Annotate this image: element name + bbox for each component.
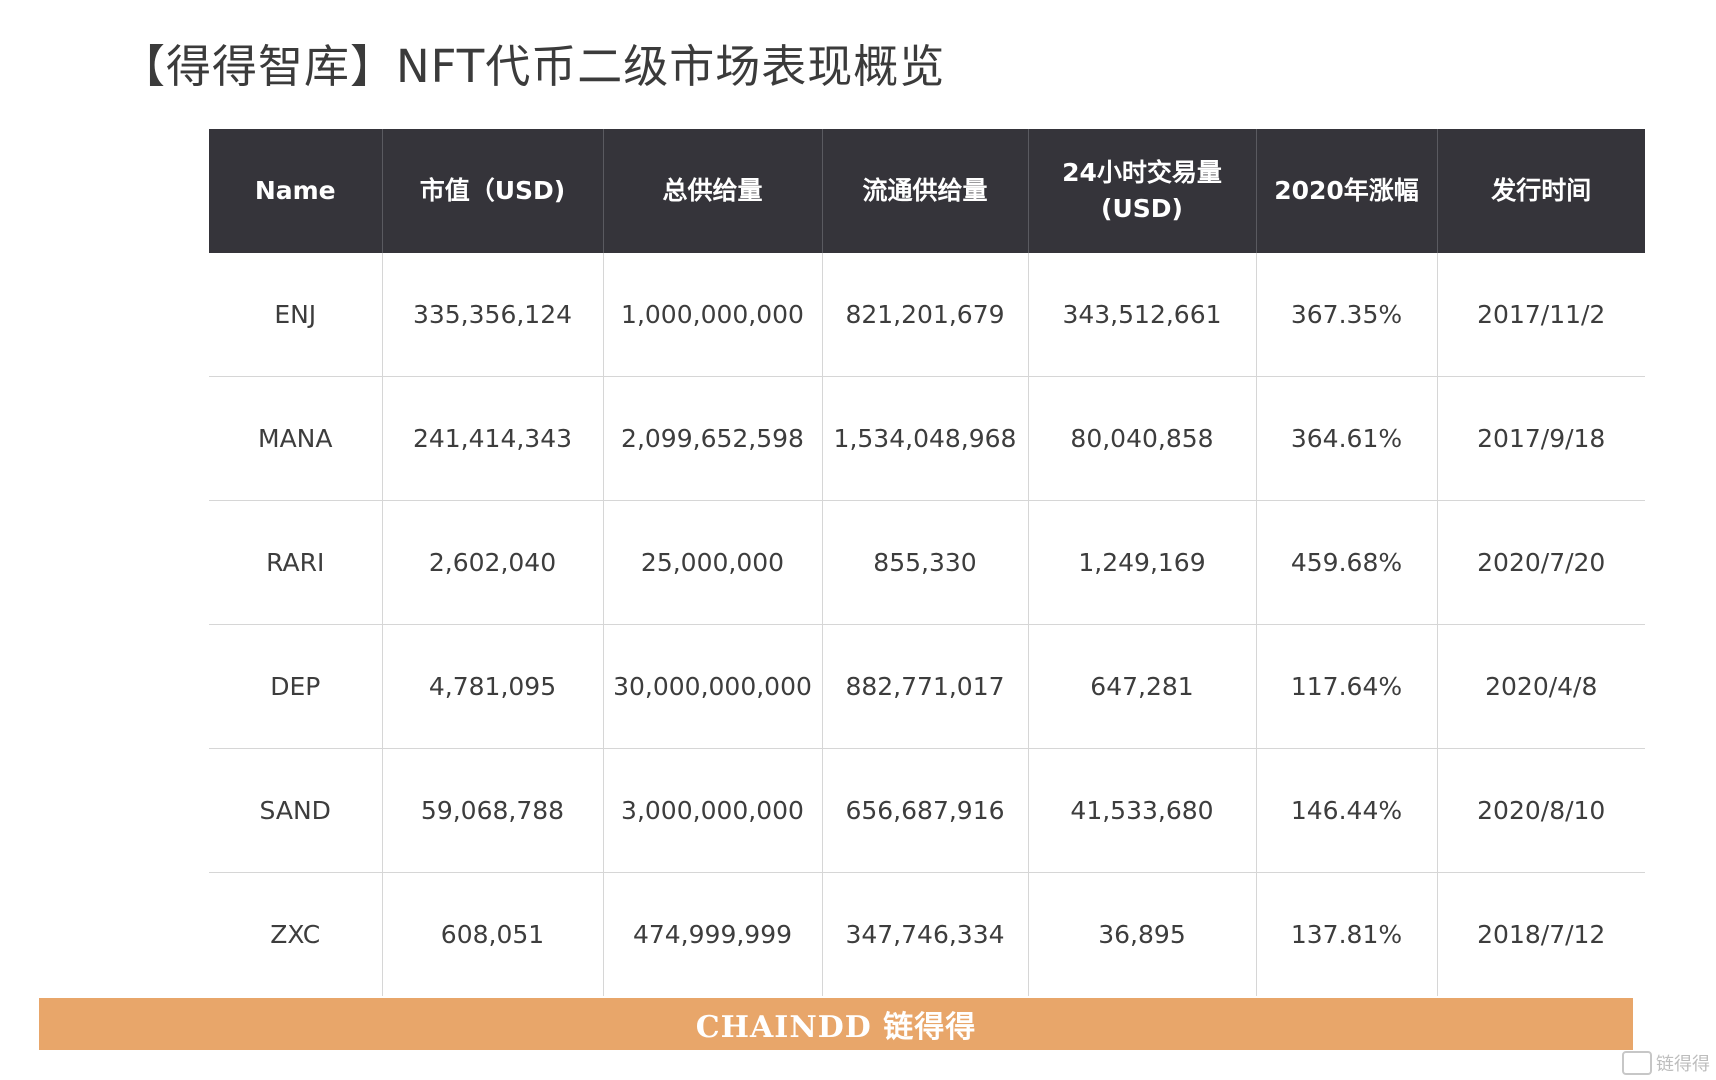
- cell-24h-volume: 36,895: [1027, 872, 1256, 996]
- cell-24h-volume: 80,040,858: [1027, 376, 1256, 501]
- cell-24h-volume: 647,281: [1027, 624, 1256, 749]
- table-header-row: Name 市值（USD) 总供给量 流通供给量 24小时交易量(USD) 202…: [209, 129, 1645, 253]
- market-table: Name 市值（USD) 总供给量 流通供给量 24小时交易量(USD) 202…: [209, 129, 1645, 996]
- cell-market-cap: 4,781,095: [381, 624, 603, 749]
- cell-total-supply: 30,000,000,000: [602, 624, 822, 749]
- cell-name: RARI: [209, 500, 382, 625]
- cell-2020-gain: 137.81%: [1255, 872, 1437, 996]
- cell-total-supply: 3,000,000,000: [602, 748, 822, 873]
- page-title: 【得得智库】NFT代币二级市场表现概览: [120, 40, 946, 93]
- cell-24h-volume: 1,249,169: [1027, 500, 1256, 625]
- cell-issue-date: 2018/7/12: [1436, 872, 1645, 996]
- cell-circulating-supply: 1,534,048,968: [821, 376, 1028, 501]
- cell-issue-date: 2020/7/20: [1436, 500, 1645, 625]
- cell-circulating-supply: 855,330: [821, 500, 1028, 625]
- cell-market-cap: 59,068,788: [381, 748, 603, 873]
- cell-2020-gain: 367.35%: [1255, 253, 1437, 377]
- cell-circulating-supply: 821,201,679: [821, 253, 1028, 377]
- cell-2020-gain: 364.61%: [1255, 376, 1437, 501]
- cell-name: MANA: [209, 376, 382, 501]
- header-circulating-supply: 流通供给量: [821, 129, 1028, 253]
- header-2020-gain: 2020年涨幅: [1255, 129, 1437, 253]
- cell-24h-volume: 343,512,661: [1027, 253, 1256, 377]
- cell-circulating-supply: 347,746,334: [821, 872, 1028, 996]
- cell-market-cap: 241,414,343: [381, 376, 603, 501]
- watermark-text: 链得得: [1656, 1054, 1710, 1075]
- cell-issue-date: 2020/4/8: [1436, 624, 1645, 749]
- cell-total-supply: 25,000,000: [602, 500, 822, 625]
- table-row: MANA 241,414,343 2,099,652,598 1,534,048…: [209, 376, 1645, 501]
- cell-name: DEP: [209, 624, 382, 749]
- cell-market-cap: 2,602,040: [381, 500, 603, 625]
- table-row: ENJ 335,356,124 1,000,000,000 821,201,67…: [209, 253, 1645, 377]
- cell-issue-date: 2020/8/10: [1436, 748, 1645, 873]
- cell-name: ENJ: [274, 300, 317, 329]
- cell-2020-gain: 117.64%: [1255, 624, 1437, 749]
- cell-2020-gain: 459.68%: [1255, 500, 1437, 625]
- header-issue-date: 发行时间: [1436, 129, 1645, 253]
- cell-issue-date: 2017/11/2: [1436, 253, 1645, 377]
- cell-total-supply: 1,000,000,000: [602, 253, 822, 377]
- cell-2020-gain: 146.44%: [1255, 748, 1437, 873]
- cell-circulating-supply: 656,687,916: [821, 748, 1028, 873]
- header-market-cap: 市值（USD): [381, 129, 603, 253]
- cell-name: ZXC: [209, 872, 382, 996]
- table-row: RARI 2,602,040 25,000,000 855,330 1,249,…: [209, 500, 1645, 625]
- cell-name: SAND: [209, 748, 382, 873]
- header-24h-volume: 24小时交易量(USD): [1027, 129, 1256, 253]
- table-row: SAND 59,068,788 3,000,000,000 656,687,91…: [209, 748, 1645, 873]
- header-name: Name: [209, 129, 382, 253]
- cell-total-supply: 2,099,652,598: [602, 376, 822, 501]
- footer-logo: CHAINDD 链得得: [695, 1010, 977, 1045]
- cell-circulating-supply: 882,771,017: [821, 624, 1028, 749]
- cell-market-cap: 335,356,124: [381, 253, 603, 377]
- table-row: DEP 4,781,095 30,000,000,000 882,771,017…: [209, 624, 1645, 749]
- header-total-supply: 总供给量: [602, 129, 822, 253]
- table-row: ZXC 608,051 474,999,999 347,746,334 36,8…: [209, 872, 1645, 996]
- chat-bubble-icon: [1622, 1051, 1652, 1075]
- cell-issue-date: 2017/9/18: [1436, 376, 1645, 501]
- watermark: 链得得: [1622, 1050, 1710, 1076]
- cell-total-supply: 474,999,999: [602, 872, 822, 996]
- footer-brand-bar: CHAINDD 链得得: [39, 998, 1633, 1050]
- cell-24h-volume: 41,533,680: [1027, 748, 1256, 873]
- cell-market-cap: 608,051: [381, 872, 603, 996]
